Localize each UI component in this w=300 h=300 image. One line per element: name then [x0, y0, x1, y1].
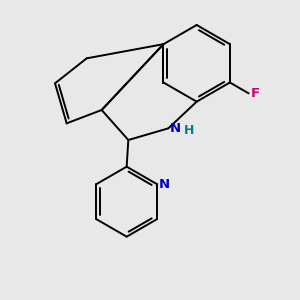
Text: N: N	[159, 178, 170, 191]
Text: H: H	[184, 124, 194, 137]
Text: F: F	[250, 87, 260, 100]
Text: N: N	[170, 122, 181, 135]
